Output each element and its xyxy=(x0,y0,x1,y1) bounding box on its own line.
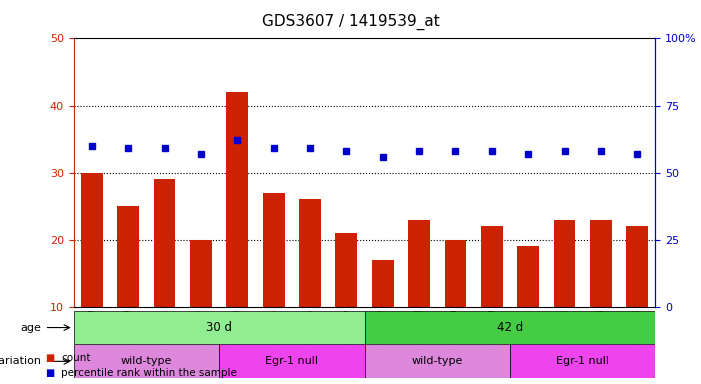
Text: 30 d: 30 d xyxy=(206,321,232,334)
Text: wild-type: wild-type xyxy=(411,356,463,366)
Bar xyxy=(627,226,648,307)
Bar xyxy=(117,206,139,307)
Bar xyxy=(372,260,394,307)
Text: age: age xyxy=(20,323,41,333)
Bar xyxy=(365,311,655,344)
Text: percentile rank within the sample: percentile rank within the sample xyxy=(61,368,237,378)
Bar xyxy=(510,344,655,378)
Bar xyxy=(190,240,212,307)
Bar xyxy=(74,311,365,344)
Bar xyxy=(299,199,321,307)
Bar xyxy=(444,240,466,307)
Text: Egr-1 null: Egr-1 null xyxy=(265,356,318,366)
Text: GDS3607 / 1419539_at: GDS3607 / 1419539_at xyxy=(261,13,440,30)
Bar xyxy=(74,344,219,378)
Bar xyxy=(226,92,248,307)
Bar xyxy=(219,344,365,378)
Bar xyxy=(554,220,576,307)
Bar xyxy=(336,233,358,307)
Text: 42 d: 42 d xyxy=(497,321,523,334)
Bar xyxy=(81,173,102,307)
Bar xyxy=(154,179,175,307)
Bar xyxy=(517,247,539,307)
Bar xyxy=(408,220,430,307)
Text: Egr-1 null: Egr-1 null xyxy=(556,356,609,366)
Bar xyxy=(365,344,510,378)
Bar xyxy=(590,220,612,307)
Text: ■: ■ xyxy=(46,368,55,378)
Text: genotype/variation: genotype/variation xyxy=(0,356,41,366)
Text: count: count xyxy=(61,353,90,363)
Text: ■: ■ xyxy=(46,353,55,363)
Bar xyxy=(263,193,285,307)
Text: wild-type: wild-type xyxy=(121,356,172,366)
Bar xyxy=(481,226,503,307)
